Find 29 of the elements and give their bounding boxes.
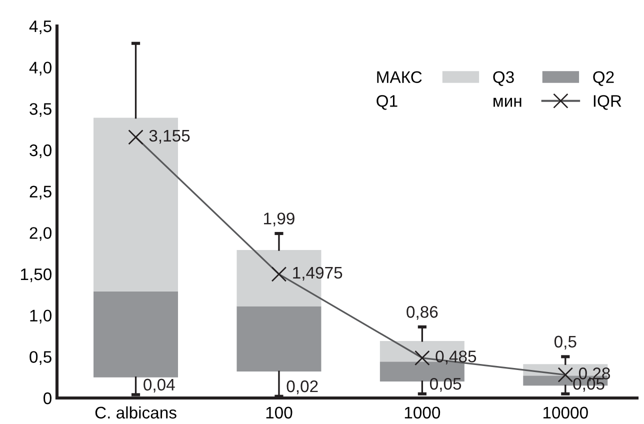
x-tick-label: 1000 [404,406,440,419]
x-tick-label: 100 [266,406,292,419]
annotation: мин [494,98,522,107]
legend-label: Q3 [493,71,514,86]
x-tick-label: 10000 [543,406,588,419]
y-tick-label: 0 [44,392,52,404]
data-label: 0,485 [436,350,476,364]
annotation: 0,5 [554,336,576,350]
annotation: МАКС [377,71,422,83]
y-tick-label: 3,5 [30,103,52,117]
x-tick-label: C. albicans [95,406,176,419]
legend-label: Q2 [593,71,614,86]
annotation: 0,04 [144,378,175,393]
y-tick-label: 4,0 [29,62,52,76]
annotation: 0,02 [286,380,318,394]
data-label: 3,155 [149,130,190,144]
annotation: 0,86 [406,306,438,320]
y-tick-label: 1,0 [30,310,52,324]
y-tick-label: 0,5 [30,351,52,365]
y-tick-label: 2,5 [30,186,52,200]
y-tick-label: 3,0 [30,144,52,158]
legend-label: IQR [594,95,622,110]
y-tick-label: 1,50 [20,268,52,282]
annotation: 1,99 [264,212,294,226]
y-tick-label: 2,0 [30,227,52,241]
annotation: Q1 [376,95,398,110]
annotation: 0,05 [430,378,462,392]
data-label: 1,4975 [293,266,342,281]
y-tick-label: 4,5 [29,20,52,34]
